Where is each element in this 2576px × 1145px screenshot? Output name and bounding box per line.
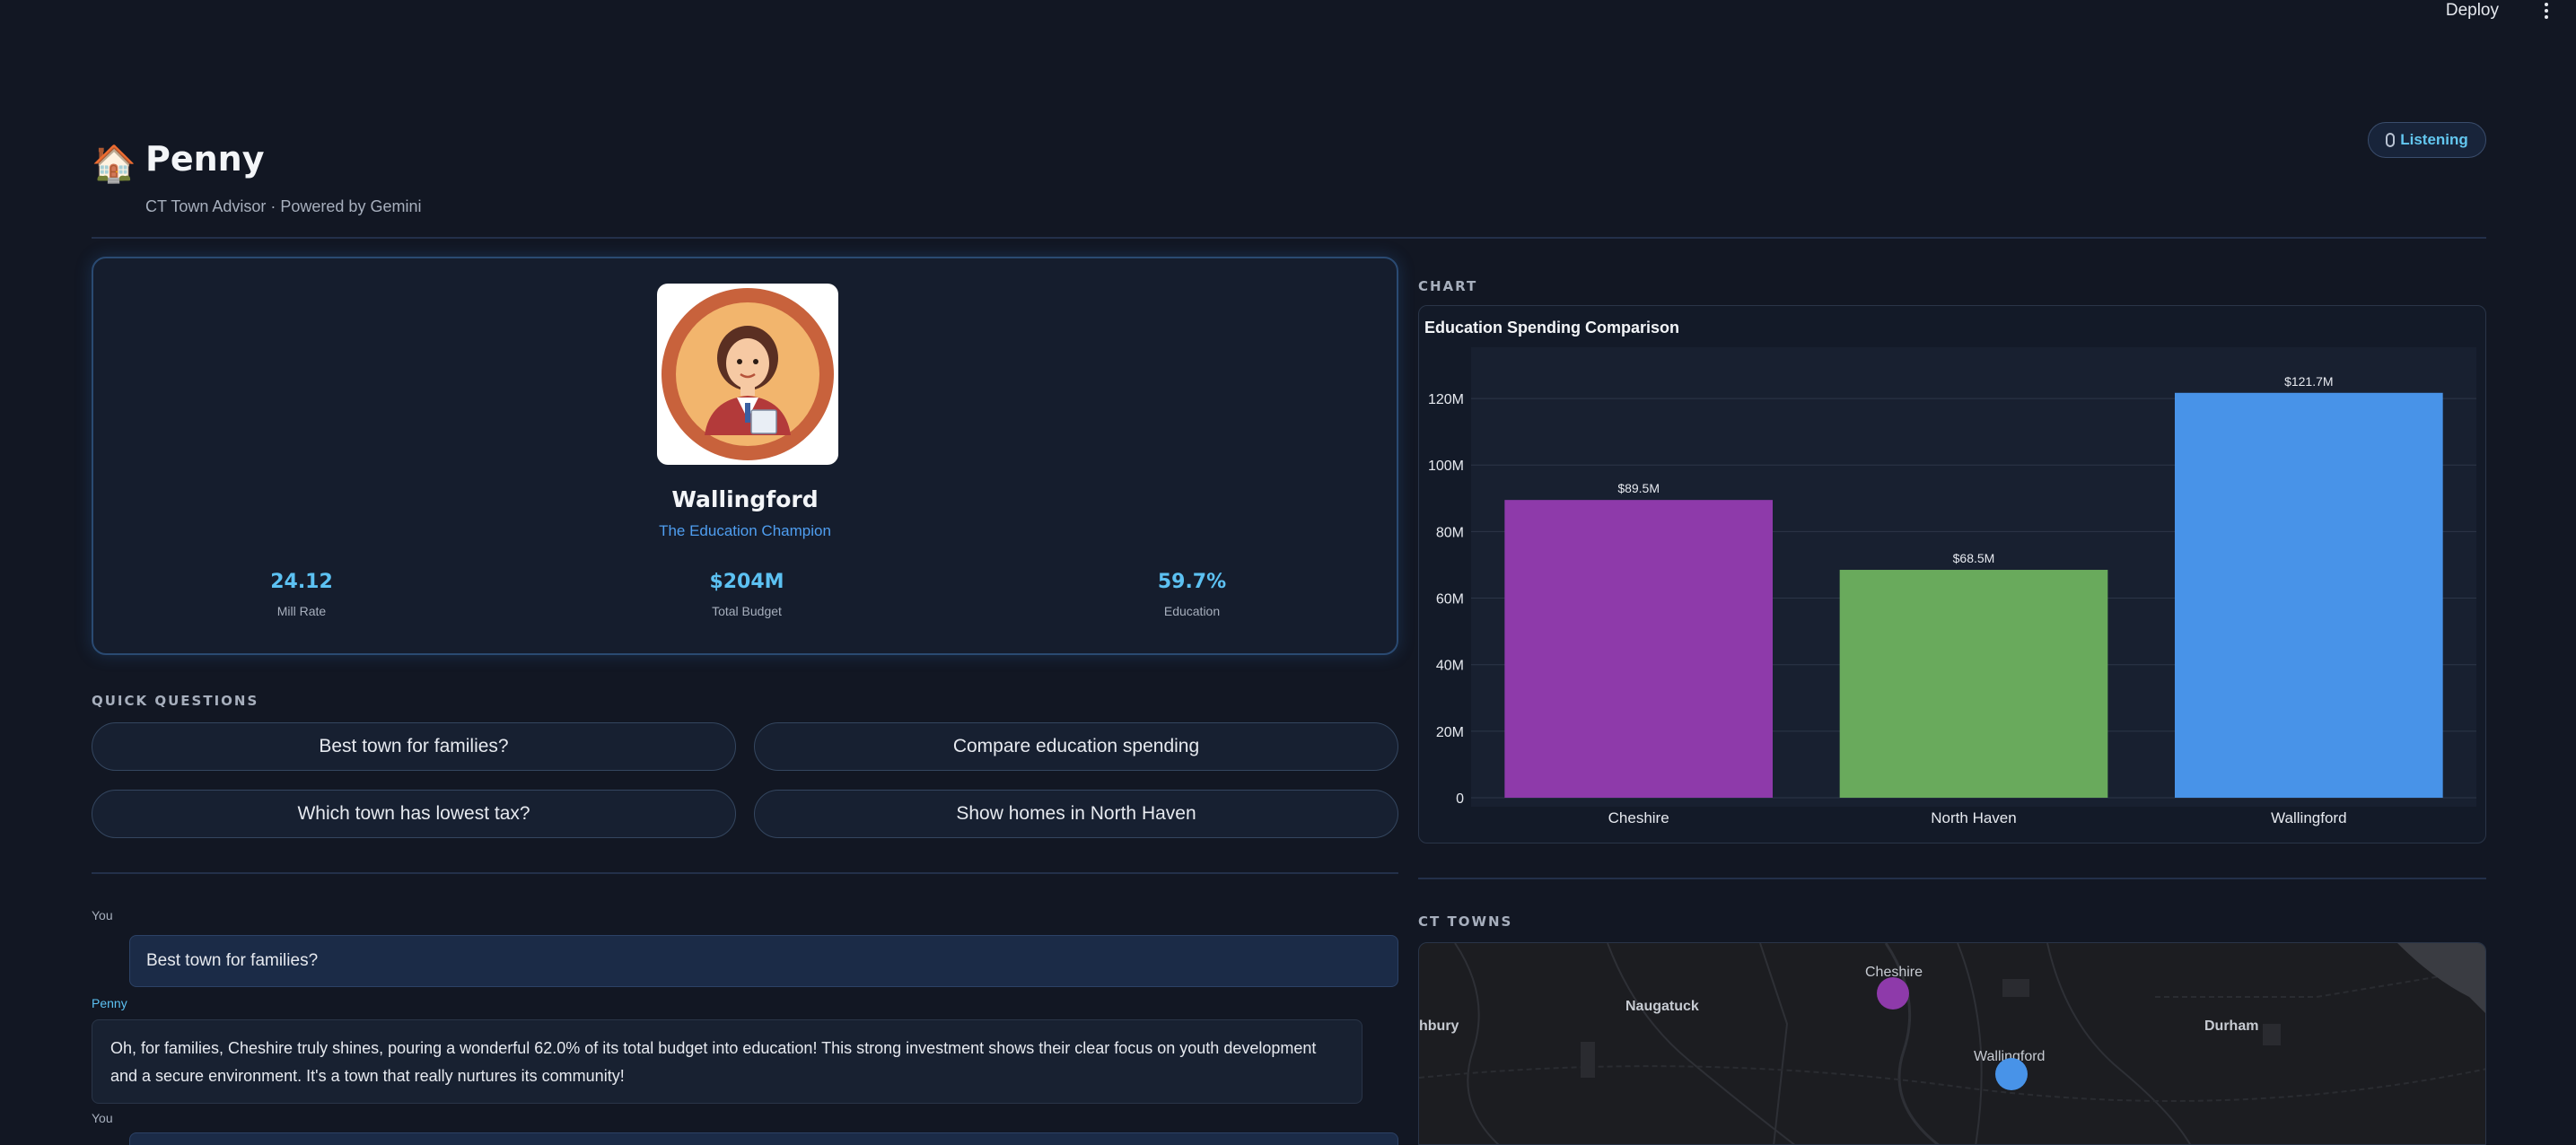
map-town-marker-wallingford[interactable] (1995, 1058, 2028, 1090)
y-tick-label: 80M (1436, 525, 1464, 540)
stat-mill-rate: 24.12 Mill Rate (167, 571, 436, 618)
map-town-marker-cheshire[interactable] (1877, 977, 1909, 1010)
message-author: Penny (92, 996, 127, 1010)
town-profile-card: Wallingford The Education Champion 24.12… (92, 257, 1398, 655)
y-tick-label: 60M (1436, 592, 1464, 607)
y-tick-label: 0 (1456, 791, 1464, 807)
stat-value: 59.7% (1157, 571, 1227, 593)
education-spending-chart: 0 20M 40M 60M 80M 100M 120M $89.5M Cheshire $68.5… (1428, 347, 2476, 826)
user-message: Best town for families? (129, 935, 1398, 987)
y-tick-label: 100M (1428, 459, 1464, 474)
map-town-label: Wallingford (1974, 1049, 2046, 1064)
assistant-message: Oh, for families, Cheshire truly shines,… (92, 1019, 1362, 1104)
chart-title: Education Spending Comparison (1424, 319, 1680, 337)
map-place-label: hbury (1419, 1018, 1459, 1034)
town-tagline: The Education Champion (659, 522, 831, 539)
map-terrain (1419, 943, 2485, 1144)
stat-total-budget: $204M Total Budget (612, 571, 881, 618)
quick-question-button[interactable]: Show homes in North Haven (754, 790, 1398, 838)
deploy-button[interactable]: Deploy (2445, 1, 2499, 20)
bar-cheshire (1504, 500, 1773, 798)
divider (92, 872, 1398, 874)
house-icon: 🏠 (92, 144, 136, 185)
y-tick-label: 120M (1428, 392, 1464, 407)
map-section-label: CT TOWNS (1418, 913, 1513, 930)
town-map[interactable]: Naugatuck hbury Durham Cheshire Wallingf… (1418, 942, 2486, 1145)
map-place-label: Durham (2204, 1018, 2259, 1034)
more-menu-icon[interactable] (2540, 0, 2553, 22)
map-place-label: Naugatuck (1625, 999, 1699, 1014)
listening-label: Listening (2400, 131, 2468, 148)
bar-wallingford (2175, 392, 2443, 798)
quick-question-button[interactable]: Best town for families? (92, 722, 736, 771)
stat-value: $204M (709, 571, 784, 593)
stat-label: Mill Rate (276, 604, 327, 618)
user-message (129, 1132, 1398, 1145)
message-author: You (92, 1111, 113, 1125)
stat-value: 24.12 (270, 571, 333, 593)
app-header: 🏠 Penny CT Town Advisor · Powered by Gem… (92, 135, 2486, 239)
y-tick-label: 20M (1436, 725, 1464, 740)
map-town-label: Cheshire (1865, 965, 1923, 980)
stat-education: 59.7% Education (1057, 571, 1327, 618)
y-tick-label: 40M (1436, 659, 1464, 674)
quick-question-button[interactable]: Compare education spending (754, 722, 1398, 771)
bar-value-label: $89.5M (1617, 481, 1660, 495)
bar-north-haven (1839, 570, 2108, 798)
x-tick-label: Wallingford (2271, 809, 2346, 826)
advisor-avatar-icon (662, 288, 834, 460)
message-author: You (92, 908, 113, 922)
bar-value-label: $68.5M (1953, 551, 1995, 565)
quick-question-button[interactable]: Which town has lowest tax? (92, 790, 736, 838)
stat-label: Education (1163, 604, 1221, 618)
chart-card: Education Spending Comparison 0 20M 40M 60M… (1418, 305, 2486, 843)
bar-value-label: $121.7M (2284, 374, 2333, 389)
town-name: Wallingford (671, 486, 819, 512)
divider (1418, 878, 2486, 879)
chart-section-label: CHART (1418, 278, 1478, 294)
top-bar: Deploy (0, 0, 2576, 23)
microphone-icon (2386, 133, 2396, 147)
x-tick-label: Cheshire (1608, 809, 1669, 826)
app-subtitle: CT Town Advisor · Powered by Gemini (145, 197, 422, 215)
listening-status-badge[interactable]: Listening (2368, 122, 2486, 158)
app-title: Penny (145, 139, 265, 179)
avatar (657, 284, 838, 465)
quick-questions-label: QUICK QUESTIONS (92, 693, 259, 709)
stat-label: Total Budget (712, 604, 782, 618)
x-tick-label: North Haven (1931, 809, 2016, 826)
